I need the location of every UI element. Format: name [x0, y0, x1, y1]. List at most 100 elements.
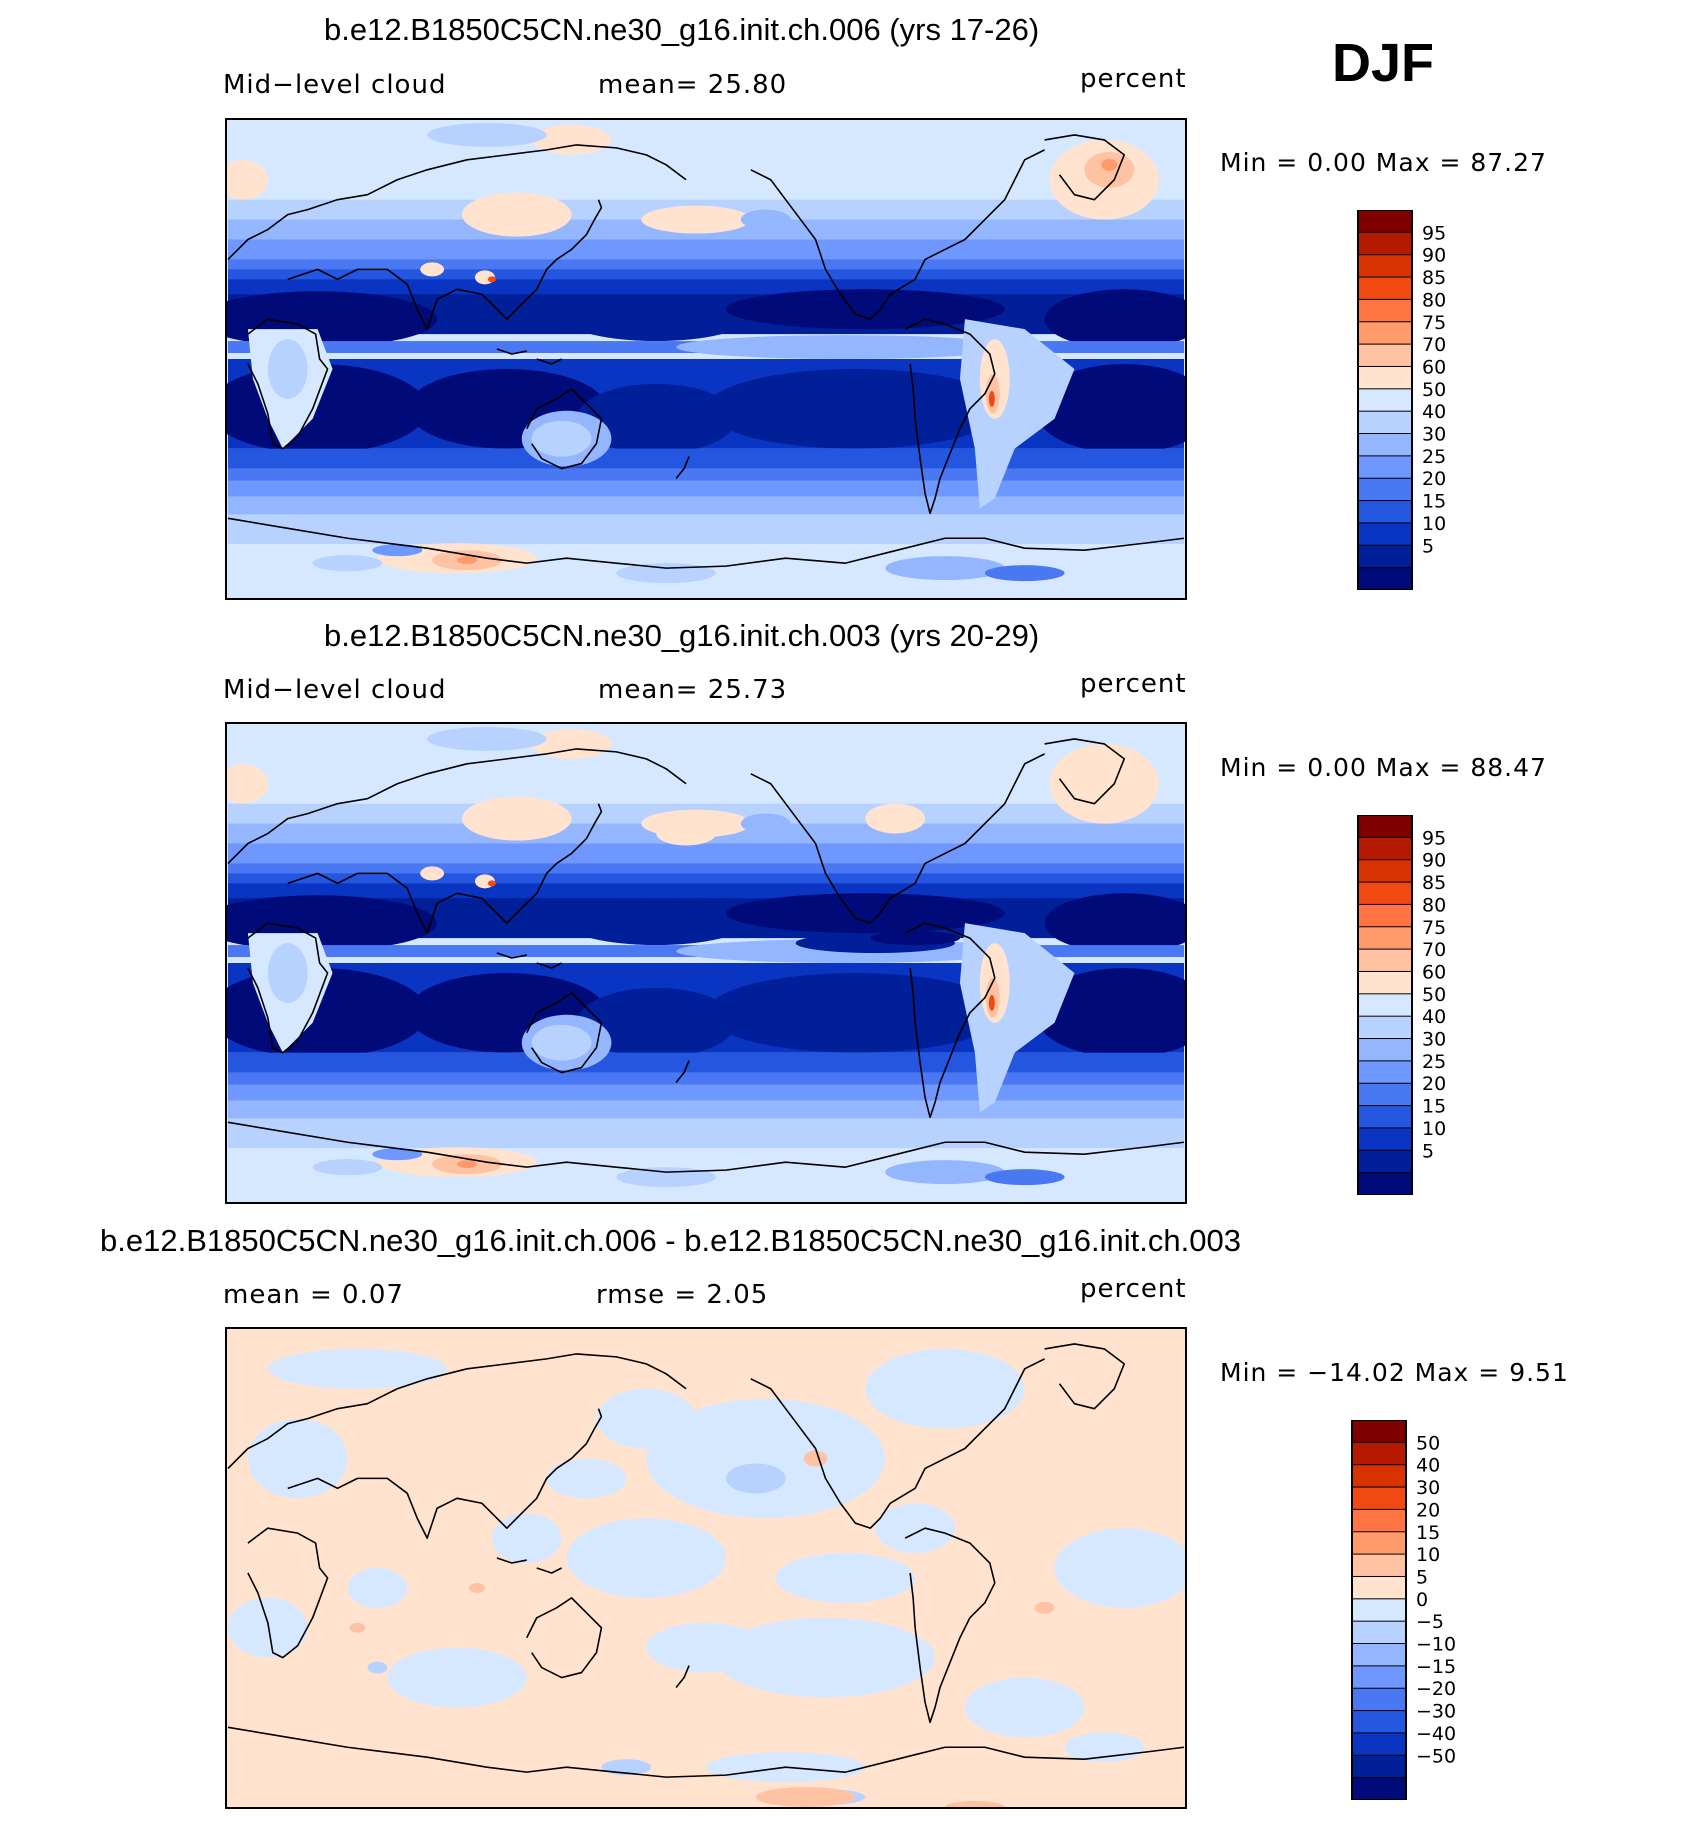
panel-2-variable: Mid−level cloud	[223, 675, 447, 705]
colorbar-tick-label: 10	[1416, 1544, 1440, 1566]
colorbar-swatch	[1357, 1060, 1413, 1085]
colorbar-tick-label: −20	[1416, 1678, 1456, 1700]
panel-3-minmax: Min = −14.02 Max = 9.51	[1220, 1358, 1569, 1387]
coastline	[904, 1527, 996, 1724]
panel-3-rmse: rmse = 2.05	[596, 1280, 769, 1310]
panel-3-colorbar: 50 40 30 20 15 10 5 0 −5 −10 −15 −20 −30 −40 −50	[1350, 1419, 1480, 1802]
coastline	[750, 149, 1045, 320]
colorbar-swatch	[1357, 926, 1413, 951]
colorbar-tick-label: 95	[1422, 222, 1446, 244]
colorbar-tick-label: −5	[1416, 1611, 1444, 1633]
coastline	[585, 803, 603, 839]
colorbar-swatch	[1351, 1441, 1407, 1466]
colorbar-swatch	[1351, 1710, 1407, 1734]
colorbar-swatch	[1351, 1665, 1407, 1690]
coastline	[227, 748, 687, 864]
colorbar-swatch	[1357, 500, 1413, 524]
colorbar-swatch	[1357, 522, 1413, 547]
colorbar-tick-label: 90	[1422, 850, 1446, 872]
colorbar-tick-label: 0	[1416, 1589, 1428, 1611]
panel-3-map	[225, 1327, 1187, 1809]
colorbar-swatch	[1357, 881, 1413, 906]
colorbar-swatch	[1351, 1486, 1407, 1511]
colorbar-swatch	[1357, 365, 1413, 390]
colorbar-swatch	[1357, 254, 1413, 279]
colorbar-tick-label: 5	[1422, 1140, 1434, 1162]
colorbar-swatch	[1351, 1620, 1407, 1645]
colorbar-swatch	[1357, 410, 1413, 435]
colorbar-tick-label: 25	[1422, 446, 1446, 468]
colorbar-swatch	[1357, 1082, 1413, 1107]
colorbar-swatch	[1351, 1508, 1407, 1533]
colorbar-swatch	[1357, 388, 1413, 413]
colorbar-tick-label: 95	[1422, 827, 1446, 849]
colorbar-swatch	[1357, 321, 1413, 346]
colorbar-swatch	[1357, 343, 1413, 368]
colorbar-swatch	[1357, 1015, 1413, 1040]
colorbar-tick-label: 80	[1422, 894, 1446, 916]
colorbar-tick-label: −30	[1416, 1701, 1456, 1723]
colorbar-tick-label: 60	[1422, 356, 1446, 378]
coastline	[496, 348, 527, 355]
coastline	[287, 233, 588, 330]
colorbar-swatch	[1351, 1732, 1407, 1757]
colorbar-tick-label: 40	[1422, 1006, 1446, 1028]
colorbar-tick-label: 5	[1422, 535, 1434, 557]
coastline	[227, 1726, 1185, 1778]
colorbar-swatch	[1351, 1643, 1407, 1667]
coastline	[227, 1353, 687, 1469]
colorbar-swatch	[1357, 433, 1413, 457]
colorbar-swatch	[1357, 814, 1413, 839]
coastline	[675, 1665, 690, 1688]
panel-3-units: percent	[1080, 1274, 1187, 1304]
colorbar-tick-label: −40	[1416, 1723, 1456, 1745]
colorbar-swatch	[1357, 1038, 1413, 1062]
panel-1-mean: mean= 25.80	[598, 70, 788, 100]
colorbar-tick-label: 30	[1416, 1477, 1440, 1499]
panel-1-title: b.e12.B1850C5CN.ne30_g16.init.ch.006 (yr…	[324, 12, 1040, 47]
colorbar-tick-label: −10	[1416, 1634, 1456, 1656]
colorbar-swatch	[1357, 1105, 1413, 1129]
colorbar-swatch	[1357, 1127, 1413, 1152]
colorbar-swatch	[1357, 544, 1413, 569]
coastline	[904, 318, 996, 515]
coastline	[227, 1121, 1185, 1173]
panel-1-map	[225, 118, 1187, 600]
colorbar-tick-label: 20	[1422, 1073, 1446, 1095]
colorbar-swatch	[1357, 903, 1413, 928]
panel-2-units: percent	[1080, 669, 1187, 699]
panel-1-variable: Mid−level cloud	[223, 70, 447, 100]
colorbar-tick-label: 60	[1422, 961, 1446, 983]
colorbar-swatch	[1357, 567, 1413, 592]
coastline	[904, 922, 996, 1119]
coastline	[675, 1060, 690, 1083]
panel-2-minmax: Min = 0.00 Max = 88.47	[1220, 753, 1547, 782]
panel-1-units: percent	[1080, 64, 1187, 94]
colorbar-swatch	[1357, 477, 1413, 502]
coastline	[247, 922, 329, 1054]
colorbar-tick-label: 20	[1422, 468, 1446, 490]
colorbar-swatch	[1357, 1172, 1413, 1197]
colorbar-swatch	[1351, 1419, 1407, 1444]
colorbar-swatch	[1357, 836, 1413, 861]
panel-2-title: b.e12.B1850C5CN.ne30_g16.init.ch.003 (yr…	[324, 618, 1040, 653]
coastline	[675, 456, 690, 479]
colorbar-tick-label: 50	[1422, 379, 1446, 401]
colorbar-swatch	[1351, 1464, 1407, 1489]
colorbar-tick-label: 10	[1422, 513, 1446, 535]
coastline	[526, 388, 603, 470]
colorbar-swatch	[1351, 1553, 1407, 1578]
coastline	[247, 1527, 329, 1659]
colorbar-swatch	[1357, 970, 1413, 995]
colorbar-tick-label: 30	[1422, 424, 1446, 446]
colorbar-swatch	[1357, 859, 1413, 884]
colorbar-tick-label: 5	[1416, 1566, 1428, 1588]
colorbar-swatch	[1357, 1149, 1413, 1174]
panel-1-colorbar: 95 90 85 80 75 70 60 50 40 30 25 20 15 10 5	[1356, 209, 1476, 592]
colorbar-tick-label: 75	[1422, 312, 1446, 334]
coastline	[287, 837, 588, 934]
colorbar-tick-label: 25	[1422, 1051, 1446, 1073]
colorbar-swatch	[1357, 231, 1413, 256]
coastline	[750, 753, 1045, 924]
colorbar-tick-label: 50	[1422, 984, 1446, 1006]
